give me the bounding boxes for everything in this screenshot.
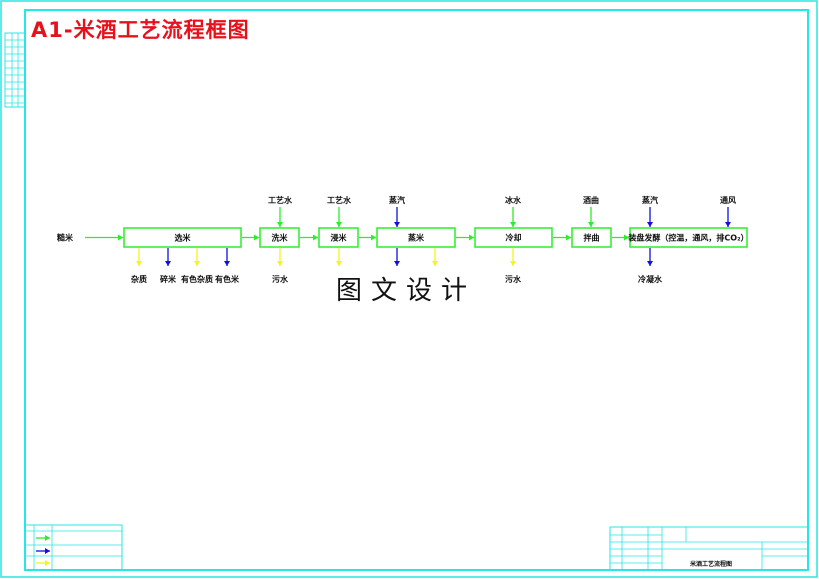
process-box-1 [123, 227, 242, 248]
output-arrow-1-1-head [136, 261, 142, 266]
output-arrow-4-2-head [432, 261, 438, 266]
process-label-3: 浸米 [331, 233, 348, 243]
process-box-2 [259, 227, 300, 248]
process-label-1: 选米 [175, 233, 192, 243]
output-label: 有色杂质 [181, 274, 213, 284]
input-label: 蒸汽 [642, 195, 658, 205]
output-arrow-3-1-head [336, 261, 342, 266]
input-arrow-6-1-head [588, 222, 594, 227]
flow-arrow-2-head [313, 234, 318, 241]
input-label: 工艺水 [268, 195, 293, 205]
left-revision-strip [4, 32, 26, 108]
flow-arrow-4-head [469, 234, 474, 241]
output-label: 污水 [505, 274, 522, 284]
output-arrow-4-1-head [394, 261, 400, 266]
inner-border [24, 9, 809, 571]
output-label: 碎米 [160, 274, 177, 284]
legend-box [24, 524, 123, 571]
input-arrow-2-1-head [277, 222, 283, 227]
input-arrow-5-1-head [510, 222, 516, 227]
title-block-drawing-name: 米酒工艺流程图 [690, 560, 732, 568]
process-label-6: 拌曲 [584, 233, 600, 243]
watermark-text: 图文设计 [336, 276, 476, 306]
input-arrow-7-1-head [647, 222, 653, 227]
output-label: 冷凝水 [638, 274, 663, 284]
input-label: 通风 [720, 195, 736, 205]
output-arrow-1-3-head [194, 261, 200, 266]
input-label: 冰水 [505, 195, 522, 205]
output-arrow-5-1-head [510, 261, 516, 266]
process-box-3 [318, 227, 359, 248]
process-label-4: 蒸米 [408, 233, 425, 243]
output-arrow-7-1-head [647, 261, 653, 266]
output-arrow-1-2-head [165, 261, 171, 266]
process-box-4 [376, 227, 456, 248]
input-label: 蒸汽 [389, 195, 405, 205]
input-arrow-4-1-head [394, 222, 400, 227]
input-label: 工艺水 [327, 195, 352, 205]
raw-material-label: 糙米 [57, 233, 74, 243]
process-label-5: 冷却 [506, 233, 522, 243]
legend-green-arrow-head [45, 535, 50, 541]
drawing-title: A1-米酒工艺流程框图 [31, 18, 250, 42]
output-label: 污水 [272, 274, 289, 284]
legend-blue-arrow-head [45, 548, 50, 554]
flow-arrow-6-head [624, 234, 629, 241]
input-label: 酒曲 [583, 195, 599, 205]
legend-yellow-arrow-head [45, 560, 50, 566]
input-arrow-3-1-head [336, 222, 342, 227]
output-label: 杂质 [131, 274, 147, 284]
output-label: 有色米 [215, 274, 240, 284]
process-label-7: 装盘发酵（控温，通风，排CO₂） [627, 233, 748, 243]
output-arrow-2-1-head [277, 261, 283, 266]
flow-arrow-5-head [566, 234, 571, 241]
title-block [609, 526, 809, 571]
process-box-5 [474, 227, 553, 248]
process-label-2: 洗米 [272, 233, 289, 243]
input-arrow-7-2-head [725, 222, 731, 227]
process-box-6 [571, 227, 612, 248]
flow-arrow-3-head [371, 234, 376, 241]
flow-arrow-raw-head [118, 234, 123, 241]
output-arrow-1-4-head [224, 261, 230, 266]
process-box-7 [629, 227, 748, 248]
flow-arrow-1-head [254, 234, 259, 241]
